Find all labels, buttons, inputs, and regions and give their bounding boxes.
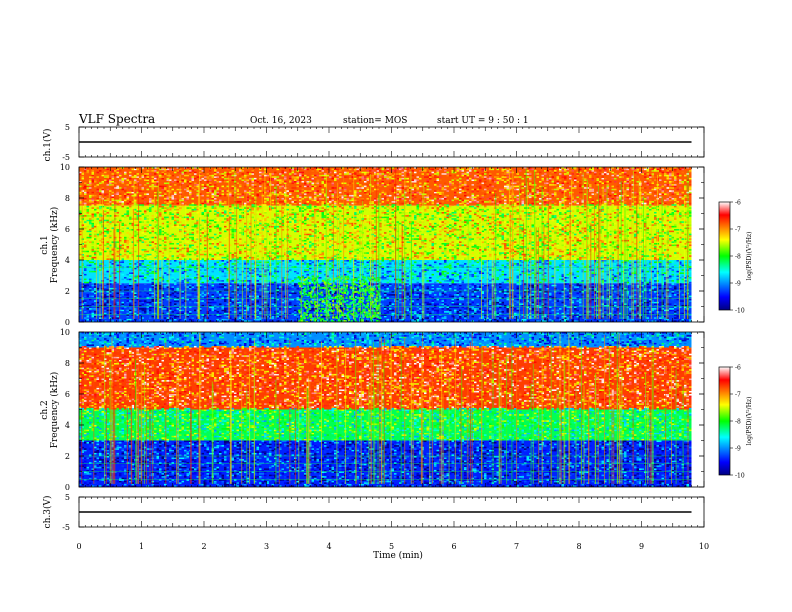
- x-tick-label: 10: [699, 542, 709, 551]
- x-tick-label: 8: [576, 542, 581, 551]
- x-tick-label: 7: [514, 542, 519, 551]
- x-tick-label: 1: [139, 542, 144, 551]
- x-tick-label: 3: [264, 542, 269, 551]
- y-tick-label: 8: [65, 194, 70, 203]
- x-tick-label: 9: [639, 542, 644, 551]
- figure-title: VLF Spectra: [78, 112, 155, 126]
- station-label: station= MOS: [343, 116, 407, 126]
- colorbar-tick-label: -10: [735, 308, 745, 315]
- ch2-colorbar-label: log(PSD)(V²/Hz): [746, 397, 753, 446]
- ch1-voltage-ylabel: ch.1(V): [42, 129, 53, 162]
- time-xlabel: Time (min): [373, 550, 423, 561]
- y-tick-label: 0: [65, 483, 70, 492]
- y-tick-label: 5: [65, 123, 70, 132]
- colorbar-tick-label: -9: [735, 281, 741, 288]
- start-time-label: start UT = 9 : 50 : 1: [437, 116, 529, 126]
- colorbar-tick-label: -9: [735, 446, 741, 453]
- ch2-freq-ylabel-bottom: Frequency (kHz): [49, 372, 60, 449]
- y-tick-label: 5: [65, 493, 70, 502]
- ch1-freq-ylabel-bottom: Frequency (kHz): [49, 207, 60, 284]
- y-tick-label: 2: [65, 287, 70, 296]
- colorbar-tick-label: -6: [735, 200, 741, 207]
- y-tick-label: 6: [65, 390, 70, 399]
- y-tick-label: 10: [60, 328, 70, 337]
- x-tick-label: 5: [389, 542, 394, 551]
- y-tick-label: 2: [65, 452, 70, 461]
- colorbar-ticks: -6 -7 -8 -9 -10 -6 -7 -8 -9 -10: [730, 200, 745, 480]
- y-tick-label: -5: [62, 523, 70, 532]
- colorbar-tick-label: -7: [735, 392, 741, 399]
- ch3-voltage-ylabel: ch.3(V): [42, 496, 53, 529]
- ch1-spectrogram: [79, 167, 704, 322]
- x-tick-label: 2: [201, 542, 206, 551]
- y-tick-label: 8: [65, 359, 70, 368]
- colorbar-tick-label: -6: [735, 365, 741, 372]
- y-tick-label: 0: [65, 318, 70, 327]
- y-tick-label: 4: [65, 421, 70, 430]
- colorbar-tick-label: -8: [735, 254, 741, 261]
- ch2-freq-ylabel-top: ch.2: [40, 400, 50, 419]
- ch2-colorbar: [718, 366, 731, 476]
- ch1-colorbar-label: log(PSD)(V²/Hz): [746, 232, 753, 281]
- ch1-freq-ylabel-top: ch.1: [40, 235, 50, 254]
- x-tick-label: 0: [76, 542, 81, 551]
- colorbar-tick-label: -8: [735, 419, 741, 426]
- y-tick-label: 10: [60, 163, 70, 172]
- ch1-colorbar: [718, 201, 731, 311]
- colorbar-tick-label: -10: [735, 473, 745, 480]
- y-tick-label: 4: [65, 256, 70, 265]
- x-tick-label: 4: [326, 542, 331, 551]
- date-label: Oct. 16, 2023: [250, 116, 312, 126]
- y-tick-label: 6: [65, 225, 70, 234]
- x-tick-label: 6: [451, 542, 456, 551]
- y-tick-label: -5: [62, 153, 70, 162]
- colorbar-tick-label: -7: [735, 227, 741, 234]
- ch2-spectrogram: [79, 332, 704, 487]
